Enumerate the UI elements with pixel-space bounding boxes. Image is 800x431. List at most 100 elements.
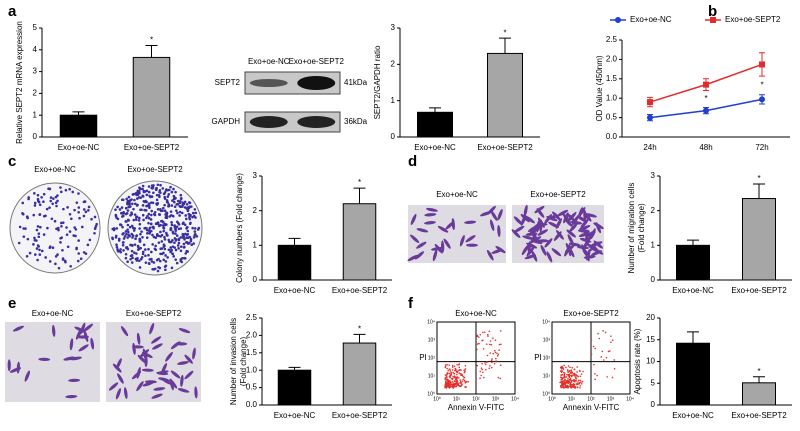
cell — [161, 363, 168, 374]
colony — [124, 220, 128, 223]
event — [448, 380, 451, 382]
event — [480, 367, 483, 369]
colony — [128, 201, 131, 205]
colony — [156, 222, 160, 226]
colony — [165, 233, 169, 237]
cell — [24, 370, 31, 382]
colony — [188, 201, 192, 205]
colony — [123, 235, 127, 238]
colony — [133, 251, 136, 255]
bar — [742, 382, 776, 406]
cell — [142, 348, 147, 361]
flow-ytick: 10³ — [428, 337, 436, 343]
event — [490, 343, 493, 346]
colony — [151, 243, 155, 246]
event — [610, 335, 612, 337]
colony — [139, 257, 143, 261]
error-bar — [429, 107, 441, 113]
colony — [124, 206, 128, 210]
y-tick-label: 3 — [651, 171, 656, 180]
colony — [159, 191, 162, 194]
event — [455, 378, 458, 380]
colony — [121, 225, 124, 229]
colony — [60, 224, 63, 228]
colony — [150, 260, 154, 263]
error-bar — [353, 333, 366, 344]
cell — [169, 378, 178, 389]
bar — [277, 369, 312, 406]
colony — [130, 261, 134, 264]
error-bar — [687, 331, 699, 344]
y-tick-label: 4 — [33, 45, 38, 54]
colony — [193, 227, 197, 230]
bar — [487, 52, 523, 138]
y-axis-label: Number of invasion cells(Fold change) — [229, 318, 248, 405]
y-tick-label: 0.5 — [606, 113, 618, 122]
event — [449, 381, 451, 384]
cell — [78, 344, 89, 352]
colony — [149, 218, 153, 221]
colony — [173, 200, 176, 204]
event — [447, 369, 450, 372]
colony — [147, 202, 151, 205]
colony — [130, 224, 134, 228]
colony — [183, 223, 187, 227]
event — [482, 348, 485, 350]
colony — [162, 258, 166, 262]
colony — [179, 193, 183, 197]
colony — [164, 260, 168, 263]
cell — [153, 387, 166, 391]
flow-ylabel: PI — [419, 353, 427, 362]
cell — [569, 222, 578, 233]
blot-band — [297, 116, 336, 128]
y-tick-label: 2.5 — [606, 35, 618, 44]
flow-xtick: 10⁴ — [626, 396, 634, 402]
colony — [168, 188, 171, 192]
colony — [141, 204, 145, 207]
colony — [77, 210, 80, 214]
y-tick-label: 2 — [391, 59, 396, 68]
error-bar — [753, 376, 765, 383]
event — [446, 379, 448, 382]
y-tick-label: 0 — [33, 132, 38, 141]
colony — [168, 240, 172, 244]
y-tick-label: 5 — [651, 378, 656, 387]
cell — [151, 393, 163, 399]
colony — [146, 231, 149, 235]
colony — [138, 187, 142, 190]
colony — [148, 227, 152, 230]
colony — [143, 248, 147, 251]
event — [455, 381, 458, 383]
colony — [149, 213, 153, 217]
colony — [75, 246, 78, 250]
colony — [114, 208, 117, 211]
colony — [39, 225, 42, 229]
x-tick-label: Exo+oe-SEPT2 — [477, 143, 533, 152]
event — [606, 376, 608, 378]
colony — [159, 208, 162, 211]
event — [462, 378, 464, 381]
event — [464, 369, 466, 371]
colony — [169, 246, 173, 249]
colony — [114, 214, 118, 218]
cell — [568, 212, 577, 222]
y-tick-label: 3 — [253, 171, 258, 180]
cell — [7, 359, 11, 372]
cell — [416, 228, 429, 233]
colony — [127, 195, 131, 199]
event — [464, 364, 467, 367]
colony — [140, 255, 144, 259]
colony — [184, 241, 188, 244]
colony — [111, 237, 115, 241]
colony — [22, 227, 25, 230]
event — [489, 343, 491, 346]
event — [569, 384, 571, 386]
colony — [131, 202, 134, 206]
colony — [143, 226, 146, 230]
colony — [171, 231, 175, 235]
colony — [127, 230, 130, 234]
event — [459, 368, 461, 371]
colony — [128, 199, 131, 203]
cell — [192, 347, 196, 360]
cell — [414, 251, 425, 260]
